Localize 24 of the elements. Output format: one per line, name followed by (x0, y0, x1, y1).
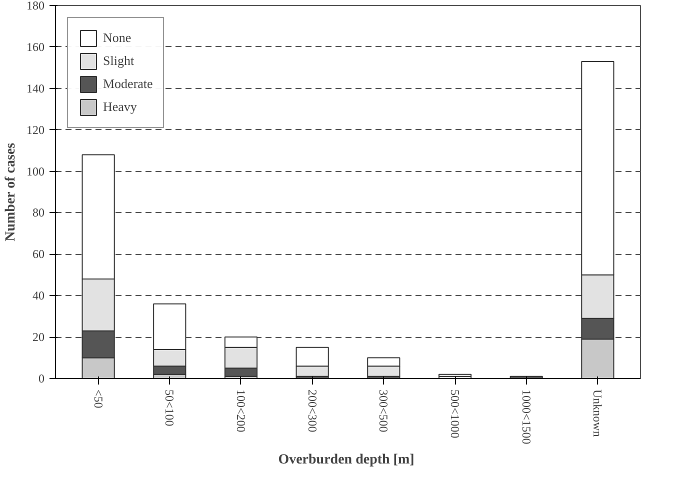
y-tick-label: 60 (32, 247, 44, 262)
x-tick-label: 100<200 (234, 390, 248, 432)
x-tick-label: 300<500 (376, 390, 391, 432)
y-tick-label: 180 (26, 0, 44, 12)
y-tick-label: 160 (26, 40, 44, 54)
x-tick-label: 200<300 (305, 390, 320, 432)
y-tick-label: 80 (32, 206, 44, 220)
legend-label: Slight (103, 53, 134, 69)
y-tick-label: 0 (38, 372, 44, 386)
legend-label: None (103, 30, 132, 46)
y-tick-label: 40 (32, 288, 44, 303)
x-tick-label: <50 (91, 390, 106, 408)
x-axis-title: Overburden depth [m] (278, 452, 414, 468)
x-tick-label: 50<100 (162, 390, 177, 426)
x-tick-label: 500<1000 (448, 390, 462, 438)
x-tick-label: 1000<1500 (519, 390, 534, 444)
y-axis-title: Number of cases (4, 142, 18, 242)
x-tick-label: Unknown (590, 390, 605, 437)
legend-label: Moderate (103, 76, 153, 92)
y-tick-label: 120 (26, 122, 44, 137)
y-tick-label: 100 (26, 164, 44, 178)
y-tick-label: 20 (32, 330, 44, 344)
y-tick-label: 140 (26, 81, 44, 96)
legend-label: Heavy (103, 99, 137, 115)
